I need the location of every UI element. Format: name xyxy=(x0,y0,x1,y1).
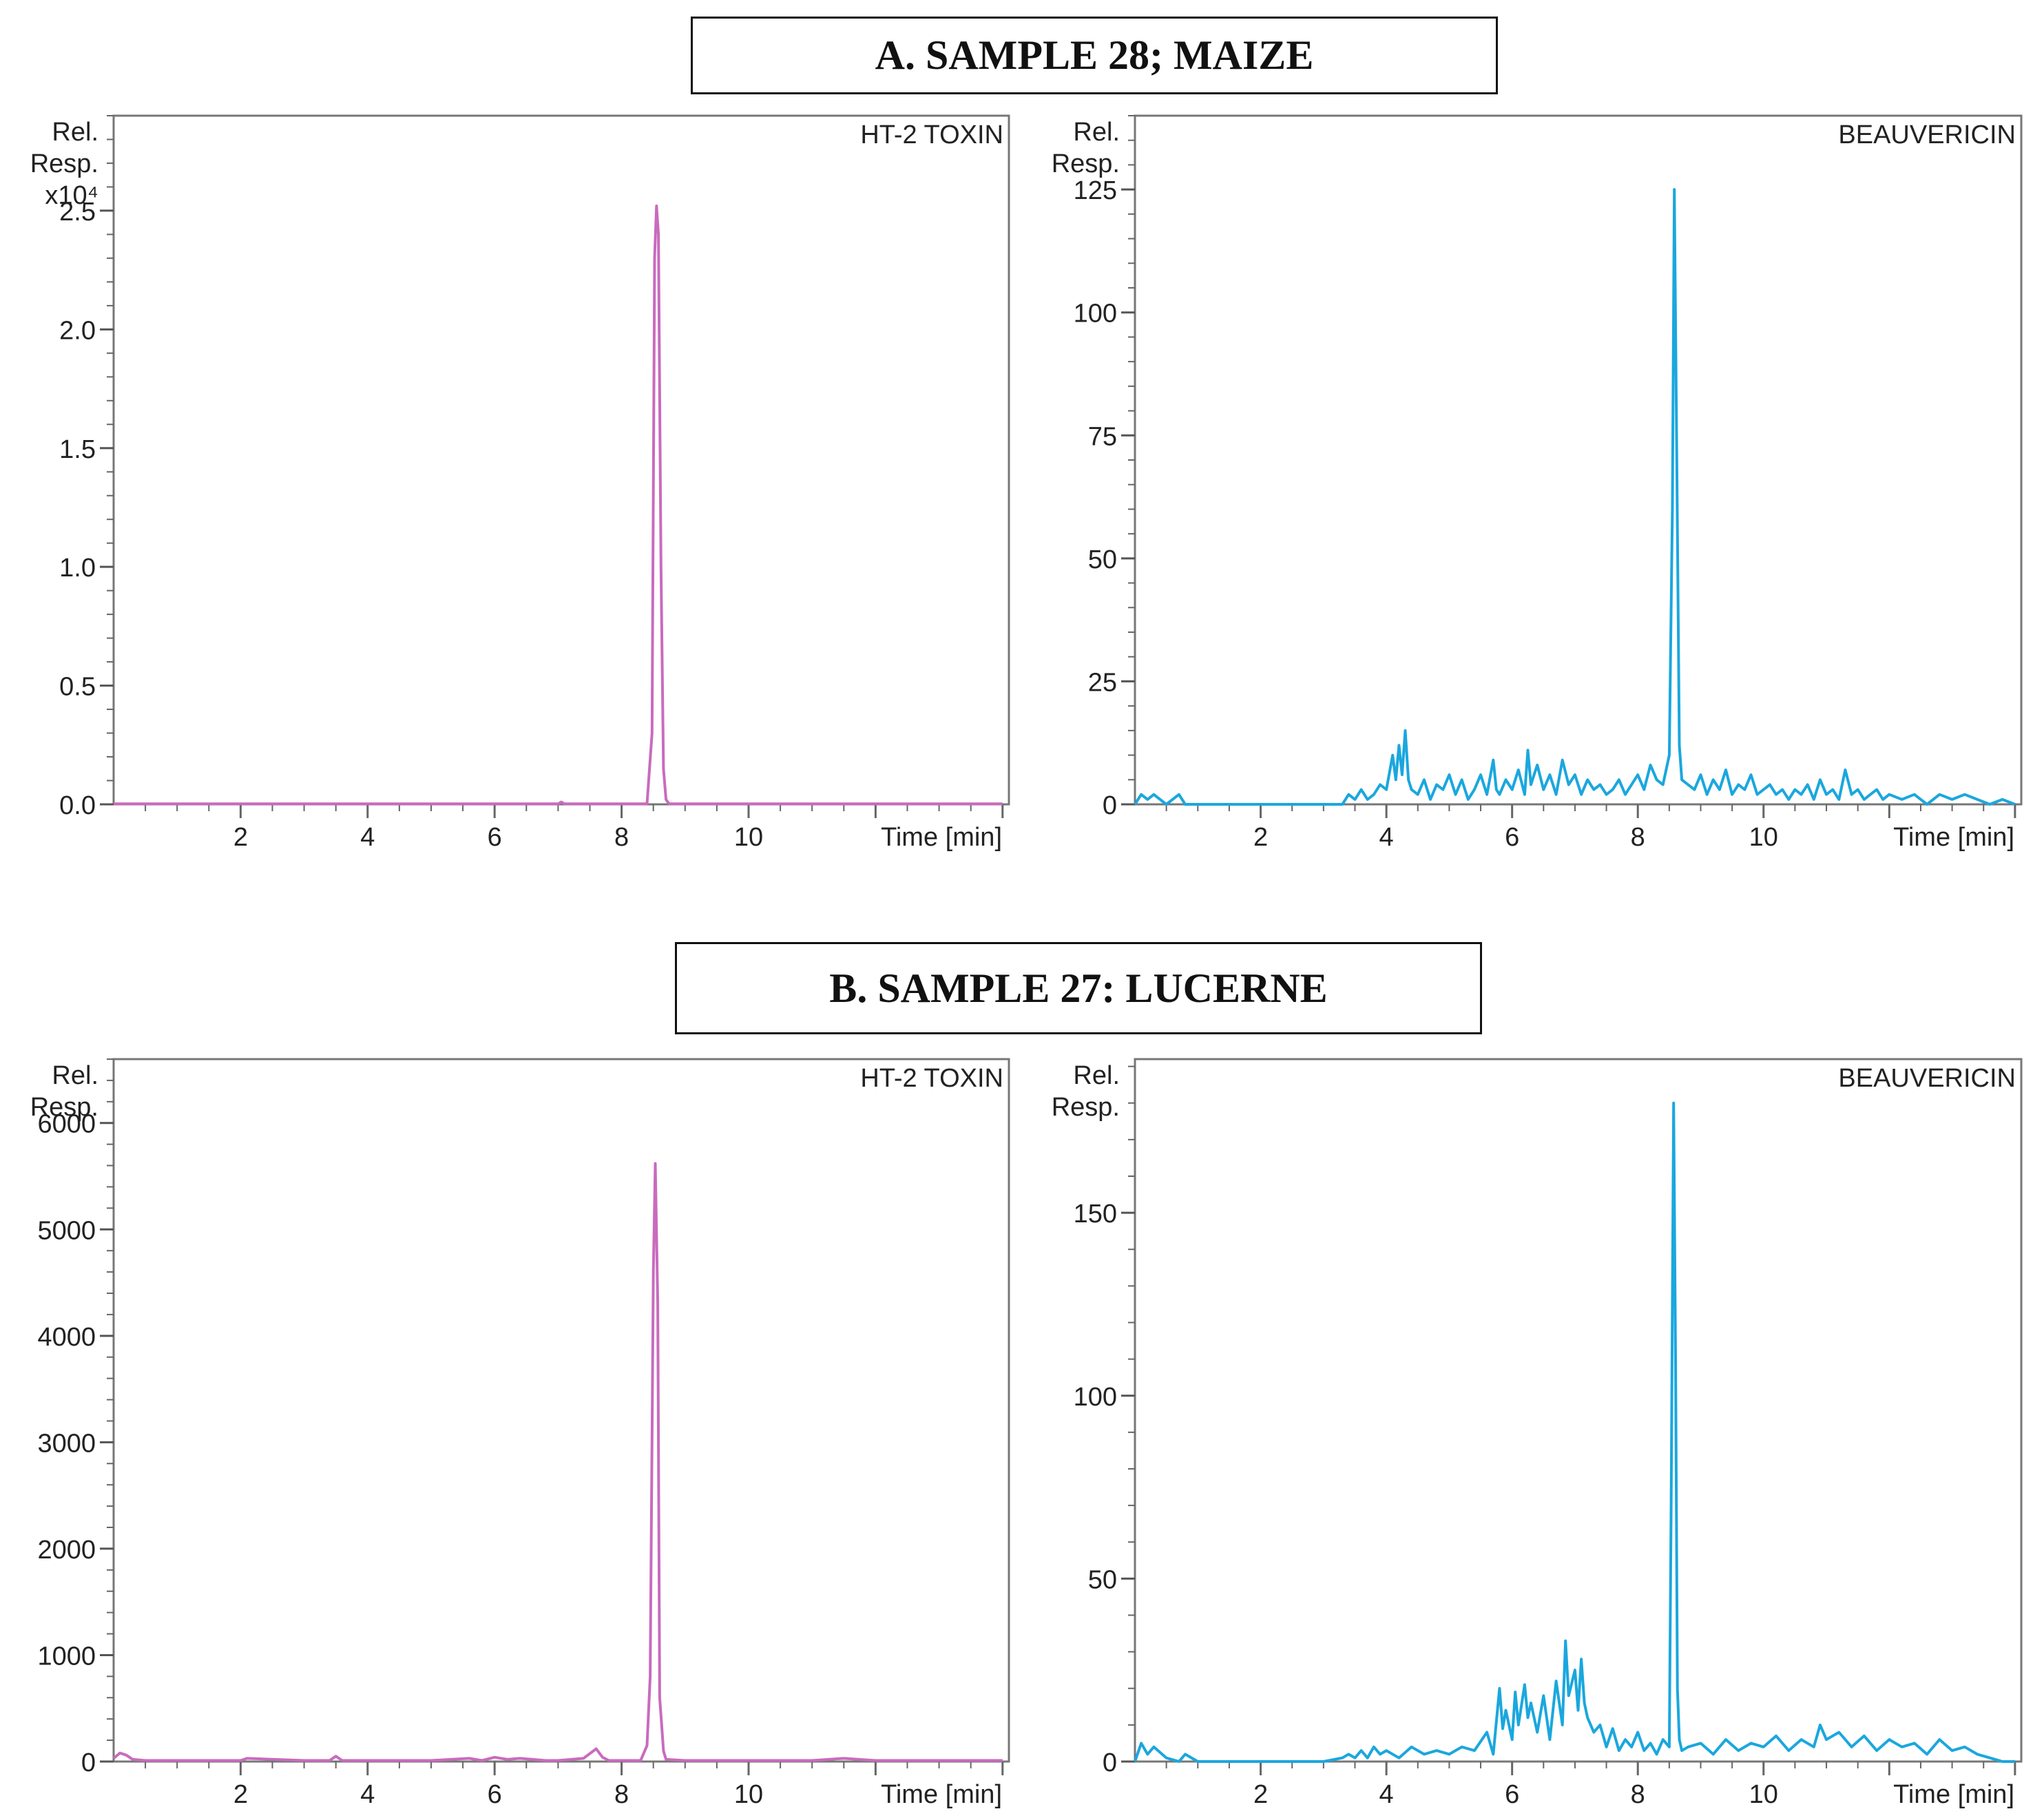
x-axis-label: Time [min] xyxy=(881,1780,1002,1809)
chromatogram-trace xyxy=(114,205,1003,806)
compound-title: BEAUVERICIN xyxy=(1838,121,2016,149)
y-tick-label: 1.5 xyxy=(59,435,96,464)
x-tick-label: 8 xyxy=(1631,1780,1645,1809)
chart-ht2-toxin-sample-28: 0.0 0.5 1.0 1.5 2.0 2.5 2 4 6 8 10 Time [min] Rel.Re… xyxy=(30,114,1010,852)
x-tick-label: 8 xyxy=(614,823,629,852)
y-tick-label: 2000 xyxy=(37,1536,96,1565)
y-tick-label: 1000 xyxy=(37,1642,96,1671)
y-tick-label: 6000 xyxy=(37,1110,96,1139)
y-tick-label: 100 xyxy=(1074,1383,1117,1412)
y-axis-label: Rel. xyxy=(52,118,98,147)
x-tick-label: 2 xyxy=(233,1780,248,1809)
y-tick-label: 5000 xyxy=(37,1216,96,1245)
compound-title: HT-2 TOXIN xyxy=(860,121,1003,149)
y-tick-label: 0.5 xyxy=(59,673,96,702)
y-tick-label: 0 xyxy=(1103,1748,1117,1777)
x-tick-label: 4 xyxy=(1379,823,1394,852)
y-axis-label: Resp. xyxy=(1052,149,1120,178)
x-axis-label: Time [min] xyxy=(881,823,1002,852)
x-tick-label: 2 xyxy=(1253,1780,1268,1809)
chart-beauvericin-sample-27: 0 50 100 150 2 4 6 8 10 Time [min] Rel. Resp. BEAUVE… xyxy=(1052,1058,2023,1809)
y-tick-label: 50 xyxy=(1088,545,1117,574)
plot-frame xyxy=(1134,1058,2023,1763)
x-tick-label: 6 xyxy=(1505,823,1519,852)
compound-title: HT-2 TOXIN xyxy=(860,1064,1003,1093)
x-tick-label: 6 xyxy=(1505,1780,1519,1809)
plot-frame xyxy=(112,114,1010,806)
x-tick-label: 4 xyxy=(360,1780,375,1809)
compound-title: BEAUVERICIN xyxy=(1838,1064,2016,1093)
y-tick-label: 0 xyxy=(1103,791,1117,820)
x-tick-label: 8 xyxy=(614,1780,629,1809)
x-tick-label: 6 xyxy=(488,823,502,852)
x-tick-label: 10 xyxy=(1749,823,1778,852)
y-tick-label: 2.0 xyxy=(59,316,96,345)
section-title-b: B. SAMPLE 27: LUCERNE xyxy=(675,942,1482,1034)
y-axis-label: Rel. xyxy=(1073,118,1120,147)
y-tick-label: 50 xyxy=(1088,1565,1117,1594)
x-tick-label: 4 xyxy=(360,823,375,852)
x-tick-label: 10 xyxy=(734,1780,763,1809)
y-axis-label: Resp. xyxy=(30,1093,98,1122)
x-tick-label: 2 xyxy=(233,823,248,852)
y-tick-label: 75 xyxy=(1088,422,1117,451)
y-axis-label: Rel. xyxy=(1073,1061,1120,1090)
x-axis-label: Time [min] xyxy=(1893,1780,2014,1809)
x-tick-label: 10 xyxy=(1749,1780,1778,1809)
y-tick-label: 0 xyxy=(81,1748,96,1777)
x-tick-label: 6 xyxy=(488,1780,502,1809)
chromatogram-trace xyxy=(1134,1101,2015,1763)
x-tick-label: 8 xyxy=(1631,823,1645,852)
y-tick-label: 2.5 xyxy=(59,198,96,227)
y-axis-label: Resp. xyxy=(30,149,98,178)
y-tick-label: 25 xyxy=(1088,668,1117,697)
plot-frame xyxy=(112,1058,1010,1763)
y-tick-label: 1.0 xyxy=(59,554,96,583)
x-tick-label: 4 xyxy=(1379,1780,1394,1809)
y-tick-label: 150 xyxy=(1074,1200,1117,1229)
y-axis-label: Resp. xyxy=(1052,1093,1120,1122)
chromatogram-trace xyxy=(1134,188,2016,806)
y-axis-label: x10⁴ xyxy=(45,181,98,210)
y-tick-label: 125 xyxy=(1074,176,1117,205)
chart-ht2-toxin-sample-27: 0 1000 2000 3000 4000 5000 6000 2 4 6 8 10 Time [min… xyxy=(30,1058,1010,1809)
y-tick-label: 100 xyxy=(1074,300,1117,328)
x-axis-label: Time [min] xyxy=(1893,823,2014,852)
y-tick-label: 3000 xyxy=(37,1429,96,1458)
y-axis-label: Rel. xyxy=(52,1061,98,1090)
section-title-a: A. SAMPLE 28; MAIZE xyxy=(691,17,1498,94)
chromatogram-trace xyxy=(112,1162,1003,1762)
x-tick-label: 10 xyxy=(734,823,763,852)
y-tick-label: 0.0 xyxy=(59,791,96,820)
plot-frame xyxy=(1134,114,2023,806)
chart-beauvericin-sample-28: 0 25 50 75 100 125 2 4 6 8 10 Time [min] Rel.Resp. BE… xyxy=(1052,114,2023,852)
x-tick-label: 2 xyxy=(1253,823,1268,852)
y-tick-label: 4000 xyxy=(37,1323,96,1352)
